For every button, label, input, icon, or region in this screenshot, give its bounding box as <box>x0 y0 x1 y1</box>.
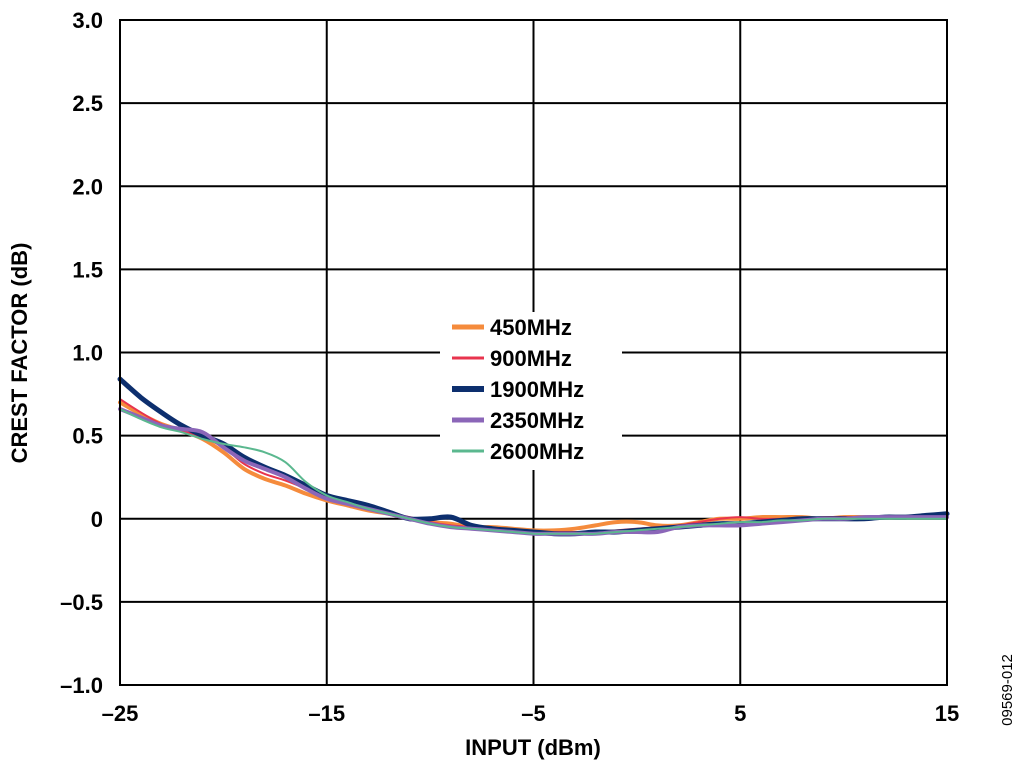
y-tick-label: 0 <box>91 507 103 532</box>
plot-frame <box>119 19 948 686</box>
x-axis-label: INPUT (dBm) <box>465 735 601 760</box>
legend: 450MHz 900MHz 1900MHz 2350MHz 2600MHz <box>440 312 622 470</box>
y-tick-label: –0.5 <box>60 590 103 615</box>
legend-label-450mhz: 450MHz <box>490 315 572 340</box>
y-tick-label: 3.0 <box>72 8 103 33</box>
y-tick-label: –1.0 <box>60 673 103 698</box>
legend-label-900mhz: 900MHz <box>490 346 572 371</box>
legend-label-1900mhz: 1900MHz <box>490 377 584 402</box>
x-tick-label: –25 <box>102 701 139 726</box>
series-layer <box>117 376 950 537</box>
y-tick-label: 1.5 <box>72 257 103 282</box>
figure-id: 09569-012 <box>999 654 1016 726</box>
series-line-2600mhz <box>119 408 948 535</box>
x-tick-label: –5 <box>521 701 545 726</box>
y-tick-label: 0.5 <box>72 424 103 449</box>
y-tick-label: 1.0 <box>72 341 103 366</box>
legend-label-2600mhz: 2600MHz <box>490 439 584 464</box>
y-axis-label: CREST FACTOR (dB) <box>7 243 32 464</box>
x-tick-label: 5 <box>734 701 746 726</box>
y-tick-label: 2.0 <box>72 174 103 199</box>
x-tick-labels: –25 –15 –5 5 15 <box>102 701 960 726</box>
x-tick-label: –15 <box>308 701 345 726</box>
legend-label-2350mhz: 2350MHz <box>490 408 584 433</box>
y-tick-label: 2.5 <box>72 91 103 116</box>
x-tick-label: 15 <box>935 701 959 726</box>
y-tick-labels: –1.0 –0.5 0 0.5 1.0 1.5 2.0 2.5 3.0 <box>60 8 103 698</box>
